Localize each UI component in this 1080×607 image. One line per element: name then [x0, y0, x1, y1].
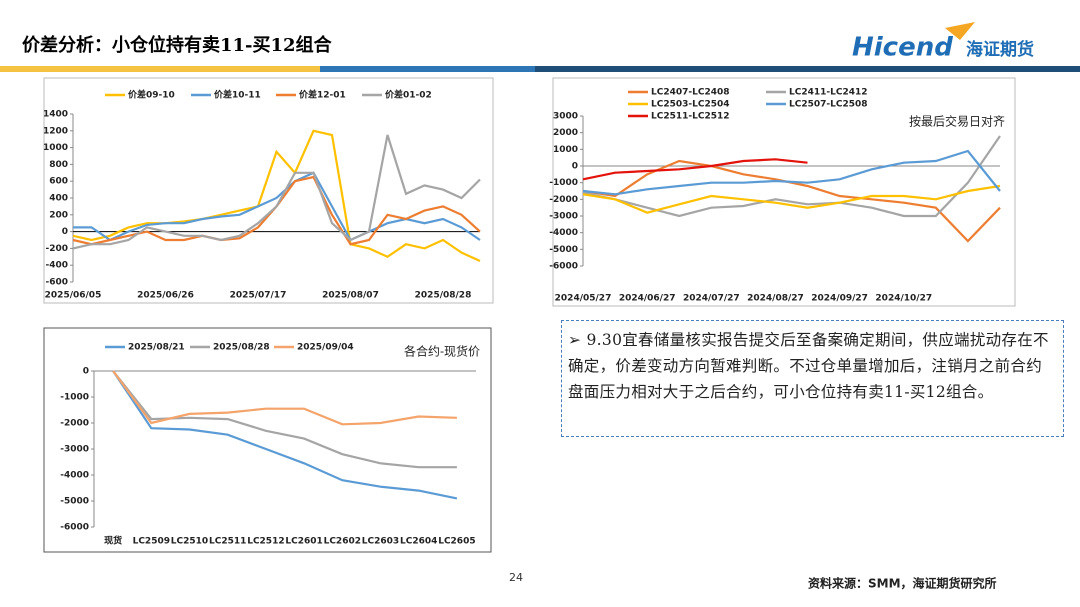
series-line — [72, 129, 481, 263]
y-tick-label: -2000 — [549, 195, 578, 205]
annotation: 各合约-现货价 — [404, 344, 480, 359]
y-tick-label: 1400 — [43, 110, 68, 120]
x-tick-label: 2025/07/17 — [230, 291, 287, 301]
source: 资料来源：SMM，海证期货研究所 — [808, 576, 997, 591]
slide-title: 价差分析：小仓位持有卖11-买12组合 — [22, 34, 333, 56]
series-line — [112, 370, 458, 500]
series-line — [112, 370, 457, 426]
x-tick-label: LC2603 — [362, 537, 399, 547]
x-tick-label: LC2509 — [133, 537, 170, 547]
page-number: 24 — [509, 571, 523, 584]
x-tick-label: LC2512 — [247, 537, 284, 547]
series-line — [582, 184, 1001, 214]
x-tick-label: LC2601 — [285, 537, 322, 547]
legend-label: LC2511-LC2512 — [651, 112, 730, 122]
x-tick-label: 2024/07/27 — [683, 294, 740, 304]
logo-icon — [945, 22, 975, 40]
y-tick-label: 200 — [49, 210, 68, 220]
y-tick-label: -5000 — [549, 245, 578, 255]
y-tick-label: 1200 — [43, 126, 68, 136]
legend-label: LC2503-LC2504 — [651, 100, 730, 110]
y-tick-label: -1000 — [60, 393, 89, 403]
x-tick-label: 2025/08/07 — [322, 291, 379, 301]
legend-label: 2025/09/04 — [297, 343, 354, 353]
x-tick-label: 2024/06/27 — [619, 294, 676, 304]
chart-frame — [43, 327, 492, 553]
logo-brand: Hicend — [852, 33, 953, 63]
x-tick-label: 2024/08/27 — [747, 294, 804, 304]
legend-label: 2025/08/21 — [128, 343, 185, 353]
y-tick-label: -600 — [45, 278, 68, 288]
y-tick-label: -1000 — [549, 178, 578, 188]
y-tick-label: 1000 — [553, 145, 578, 155]
annotation: 按最后交易日对齐 — [909, 114, 1005, 129]
note: ➢ 9.30宜春储量核实报告提交后至备案确定期间，供应端扰动存在不确定，价差变动… — [561, 320, 1064, 437]
y-tick-label: -6000 — [60, 523, 89, 533]
stripe — [535, 66, 1080, 72]
y-tick-label: 0 — [572, 162, 578, 172]
x-tick-label: 现货 — [104, 535, 122, 547]
y-tick-label: 400 — [49, 194, 68, 204]
series-line — [73, 171, 481, 242]
y-tick-label: 2000 — [553, 128, 578, 138]
y-tick-label: 0 — [83, 367, 89, 377]
x-tick-label: 2025/06/26 — [137, 291, 194, 301]
x-tick-label: LC2511 — [209, 537, 246, 547]
x-tick-label: 2024/05/27 — [555, 294, 612, 304]
x-tick-label: LC2604 — [400, 537, 437, 547]
series-line — [582, 158, 808, 181]
y-tick-label: 1000 — [43, 143, 68, 153]
legend-label: LC2411-LC2412 — [789, 88, 868, 98]
x-tick-label: LC2605 — [438, 537, 475, 547]
y-tick-label: 3000 — [553, 112, 578, 122]
chart-frame — [552, 77, 1016, 307]
legend-label: 价差09-10 — [128, 89, 175, 101]
legend-label: LC2407-LC2408 — [651, 88, 730, 98]
y-tick-label: -5000 — [60, 497, 89, 507]
legend-label: 2025/08/28 — [213, 343, 270, 353]
y-tick-label: -200 — [45, 244, 68, 254]
y-tick-label: -4000 — [549, 228, 578, 238]
logo-name: 海证期货 — [966, 39, 1034, 60]
legend-label: 价差10-11 — [214, 89, 261, 101]
legend-label: 价差01-02 — [385, 89, 432, 101]
y-tick-label: 600 — [49, 177, 68, 187]
x-tick-label: 2025/06/05 — [45, 291, 102, 301]
y-tick-label: -6000 — [549, 262, 578, 272]
series-line — [72, 134, 481, 250]
series-line — [582, 135, 1001, 218]
x-tick-label: 2024/09/27 — [811, 294, 868, 304]
chart-frame — [43, 77, 494, 304]
stripe — [320, 66, 535, 72]
series-line — [582, 149, 1001, 196]
y-tick-label: 0 — [62, 227, 68, 237]
y-tick-label: -400 — [45, 261, 68, 271]
y-tick-label: -4000 — [60, 471, 89, 481]
y-tick-label: -2000 — [60, 419, 89, 429]
y-tick-label: -3000 — [60, 445, 89, 455]
legend-label: 价差12-01 — [299, 89, 346, 101]
x-tick-label: LC2510 — [171, 537, 208, 547]
x-tick-label: LC2602 — [324, 537, 361, 547]
x-tick-label: 2024/10/27 — [875, 294, 932, 304]
y-tick-label: -3000 — [549, 212, 578, 222]
stripe — [0, 66, 320, 72]
y-tick-label: 800 — [49, 160, 68, 170]
legend-label: LC2507-LC2508 — [789, 100, 868, 110]
x-tick-label: 2025/08/28 — [415, 291, 472, 301]
